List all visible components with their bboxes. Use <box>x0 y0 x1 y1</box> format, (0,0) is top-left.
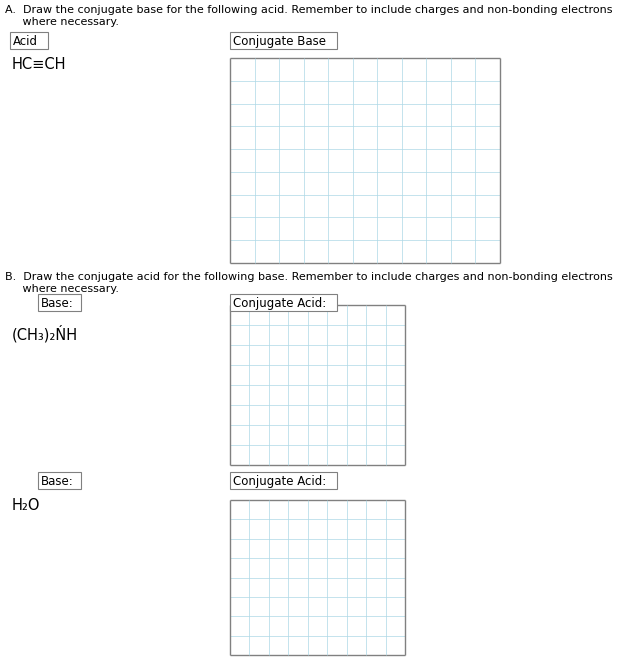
Bar <box>230 294 337 311</box>
Bar <box>230 32 337 49</box>
Text: Conjugate Acid:: Conjugate Acid: <box>233 475 326 488</box>
Bar <box>10 32 48 49</box>
Bar <box>38 472 81 489</box>
Text: where necessary.: where necessary. <box>5 284 119 294</box>
Text: Conjugate Base: Conjugate Base <box>233 35 326 48</box>
Text: HC≡CH: HC≡CH <box>12 57 66 72</box>
Bar <box>230 472 337 489</box>
Text: where necessary.: where necessary. <box>5 17 119 27</box>
Text: H₂O: H₂O <box>12 498 40 513</box>
Text: Base:: Base: <box>41 297 74 310</box>
Text: Base:: Base: <box>41 475 74 488</box>
Text: (CH₃)₂ŃH: (CH₃)₂ŃH <box>12 325 78 343</box>
Text: Conjugate Acid:: Conjugate Acid: <box>233 297 326 310</box>
Text: B.  Draw the conjugate acid for the following base. Remember to include charges : B. Draw the conjugate acid for the follo… <box>5 272 613 282</box>
Bar <box>38 294 81 311</box>
Text: Acid: Acid <box>13 35 38 48</box>
Text: A.  Draw the conjugate base for the following acid. Remember to include charges : A. Draw the conjugate base for the follo… <box>5 5 613 15</box>
